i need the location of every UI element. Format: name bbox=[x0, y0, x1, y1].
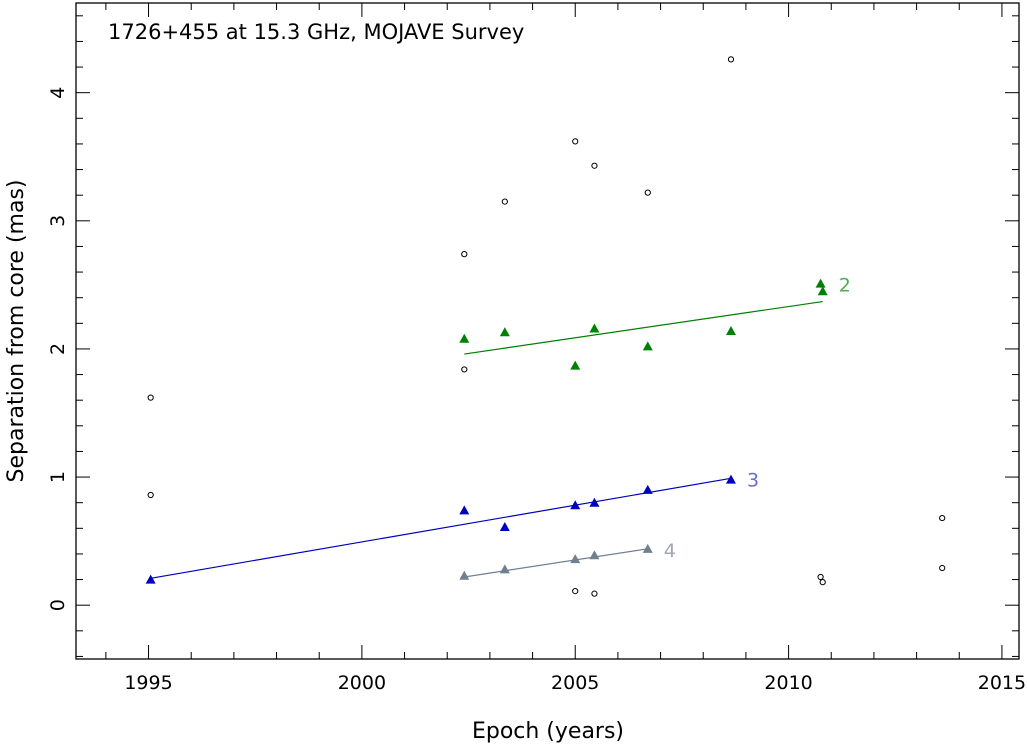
point-component-3 bbox=[589, 497, 600, 507]
point-unassigned bbox=[727, 56, 735, 63]
point-component-2 bbox=[725, 326, 736, 335]
point-component-2 bbox=[570, 360, 581, 370]
x-tick-label: 2000 bbox=[338, 672, 386, 694]
point-unassigned bbox=[461, 366, 468, 373]
component-label-2: 2 bbox=[839, 275, 851, 297]
point-component-4 bbox=[589, 550, 600, 560]
x-tick-label: 2010 bbox=[764, 672, 812, 694]
y-axis-title: Separation from core (mas) bbox=[4, 180, 29, 483]
component-labels: 2 3 4 bbox=[664, 275, 851, 562]
point-unassigned bbox=[591, 162, 598, 169]
x-tick-label: 2005 bbox=[551, 672, 599, 694]
fit-line-2 bbox=[464, 300, 823, 355]
y-tick-label: 4 bbox=[47, 87, 69, 99]
x-tick-label: 1995 bbox=[124, 672, 172, 694]
point-unassigned bbox=[939, 564, 946, 572]
y-tick-label: 1 bbox=[47, 471, 69, 483]
axis-ticks bbox=[76, 3, 1019, 659]
plot-frame bbox=[75, 2, 1020, 660]
point-unassigned bbox=[591, 590, 598, 597]
tick-labels: 1995 2000 2005 2010 2015 0 1 2 3 4 bbox=[47, 87, 1026, 694]
point-component-2 bbox=[642, 341, 653, 351]
point-unassigned bbox=[817, 573, 824, 581]
point-component-2 bbox=[589, 323, 600, 333]
point-unassigned bbox=[147, 491, 154, 499]
component-label-3: 3 bbox=[747, 469, 759, 491]
point-unassigned bbox=[461, 251, 468, 258]
point-unassigned bbox=[572, 138, 579, 145]
x-axis-title: Epoch (years) bbox=[472, 719, 624, 744]
x-tick-label: 2015 bbox=[978, 672, 1026, 694]
point-component-2 bbox=[459, 333, 470, 343]
point-component-4 bbox=[642, 543, 653, 553]
data-points bbox=[145, 56, 946, 597]
fit-line-3 bbox=[150, 477, 732, 579]
point-unassigned bbox=[939, 514, 946, 522]
component-label-4: 4 bbox=[664, 540, 676, 562]
point-component-4 bbox=[459, 570, 470, 580]
chart-title: 1726+455 at 15.3 GHz, MOJAVE Survey bbox=[108, 20, 524, 44]
point-component-2 bbox=[815, 278, 826, 288]
point-unassigned bbox=[644, 189, 651, 196]
point-unassigned bbox=[501, 198, 508, 205]
point-component-4 bbox=[499, 564, 510, 574]
point-component-3 bbox=[499, 522, 510, 532]
point-unassigned bbox=[819, 579, 826, 586]
point-component-3 bbox=[570, 500, 581, 510]
fit-lines bbox=[150, 300, 823, 579]
y-tick-label: 0 bbox=[47, 599, 69, 611]
point-component-3 bbox=[459, 505, 470, 515]
point-component-3 bbox=[725, 474, 736, 484]
point-component-2 bbox=[817, 286, 828, 296]
y-tick-label: 2 bbox=[47, 343, 69, 355]
point-component-3 bbox=[642, 484, 653, 494]
y-tick-label: 3 bbox=[47, 215, 69, 227]
point-component-2 bbox=[499, 327, 510, 337]
point-unassigned bbox=[147, 394, 154, 401]
point-component-3 bbox=[145, 574, 156, 584]
point-component-4 bbox=[570, 554, 581, 564]
fit-line-4 bbox=[464, 548, 648, 578]
point-unassigned bbox=[572, 587, 579, 595]
